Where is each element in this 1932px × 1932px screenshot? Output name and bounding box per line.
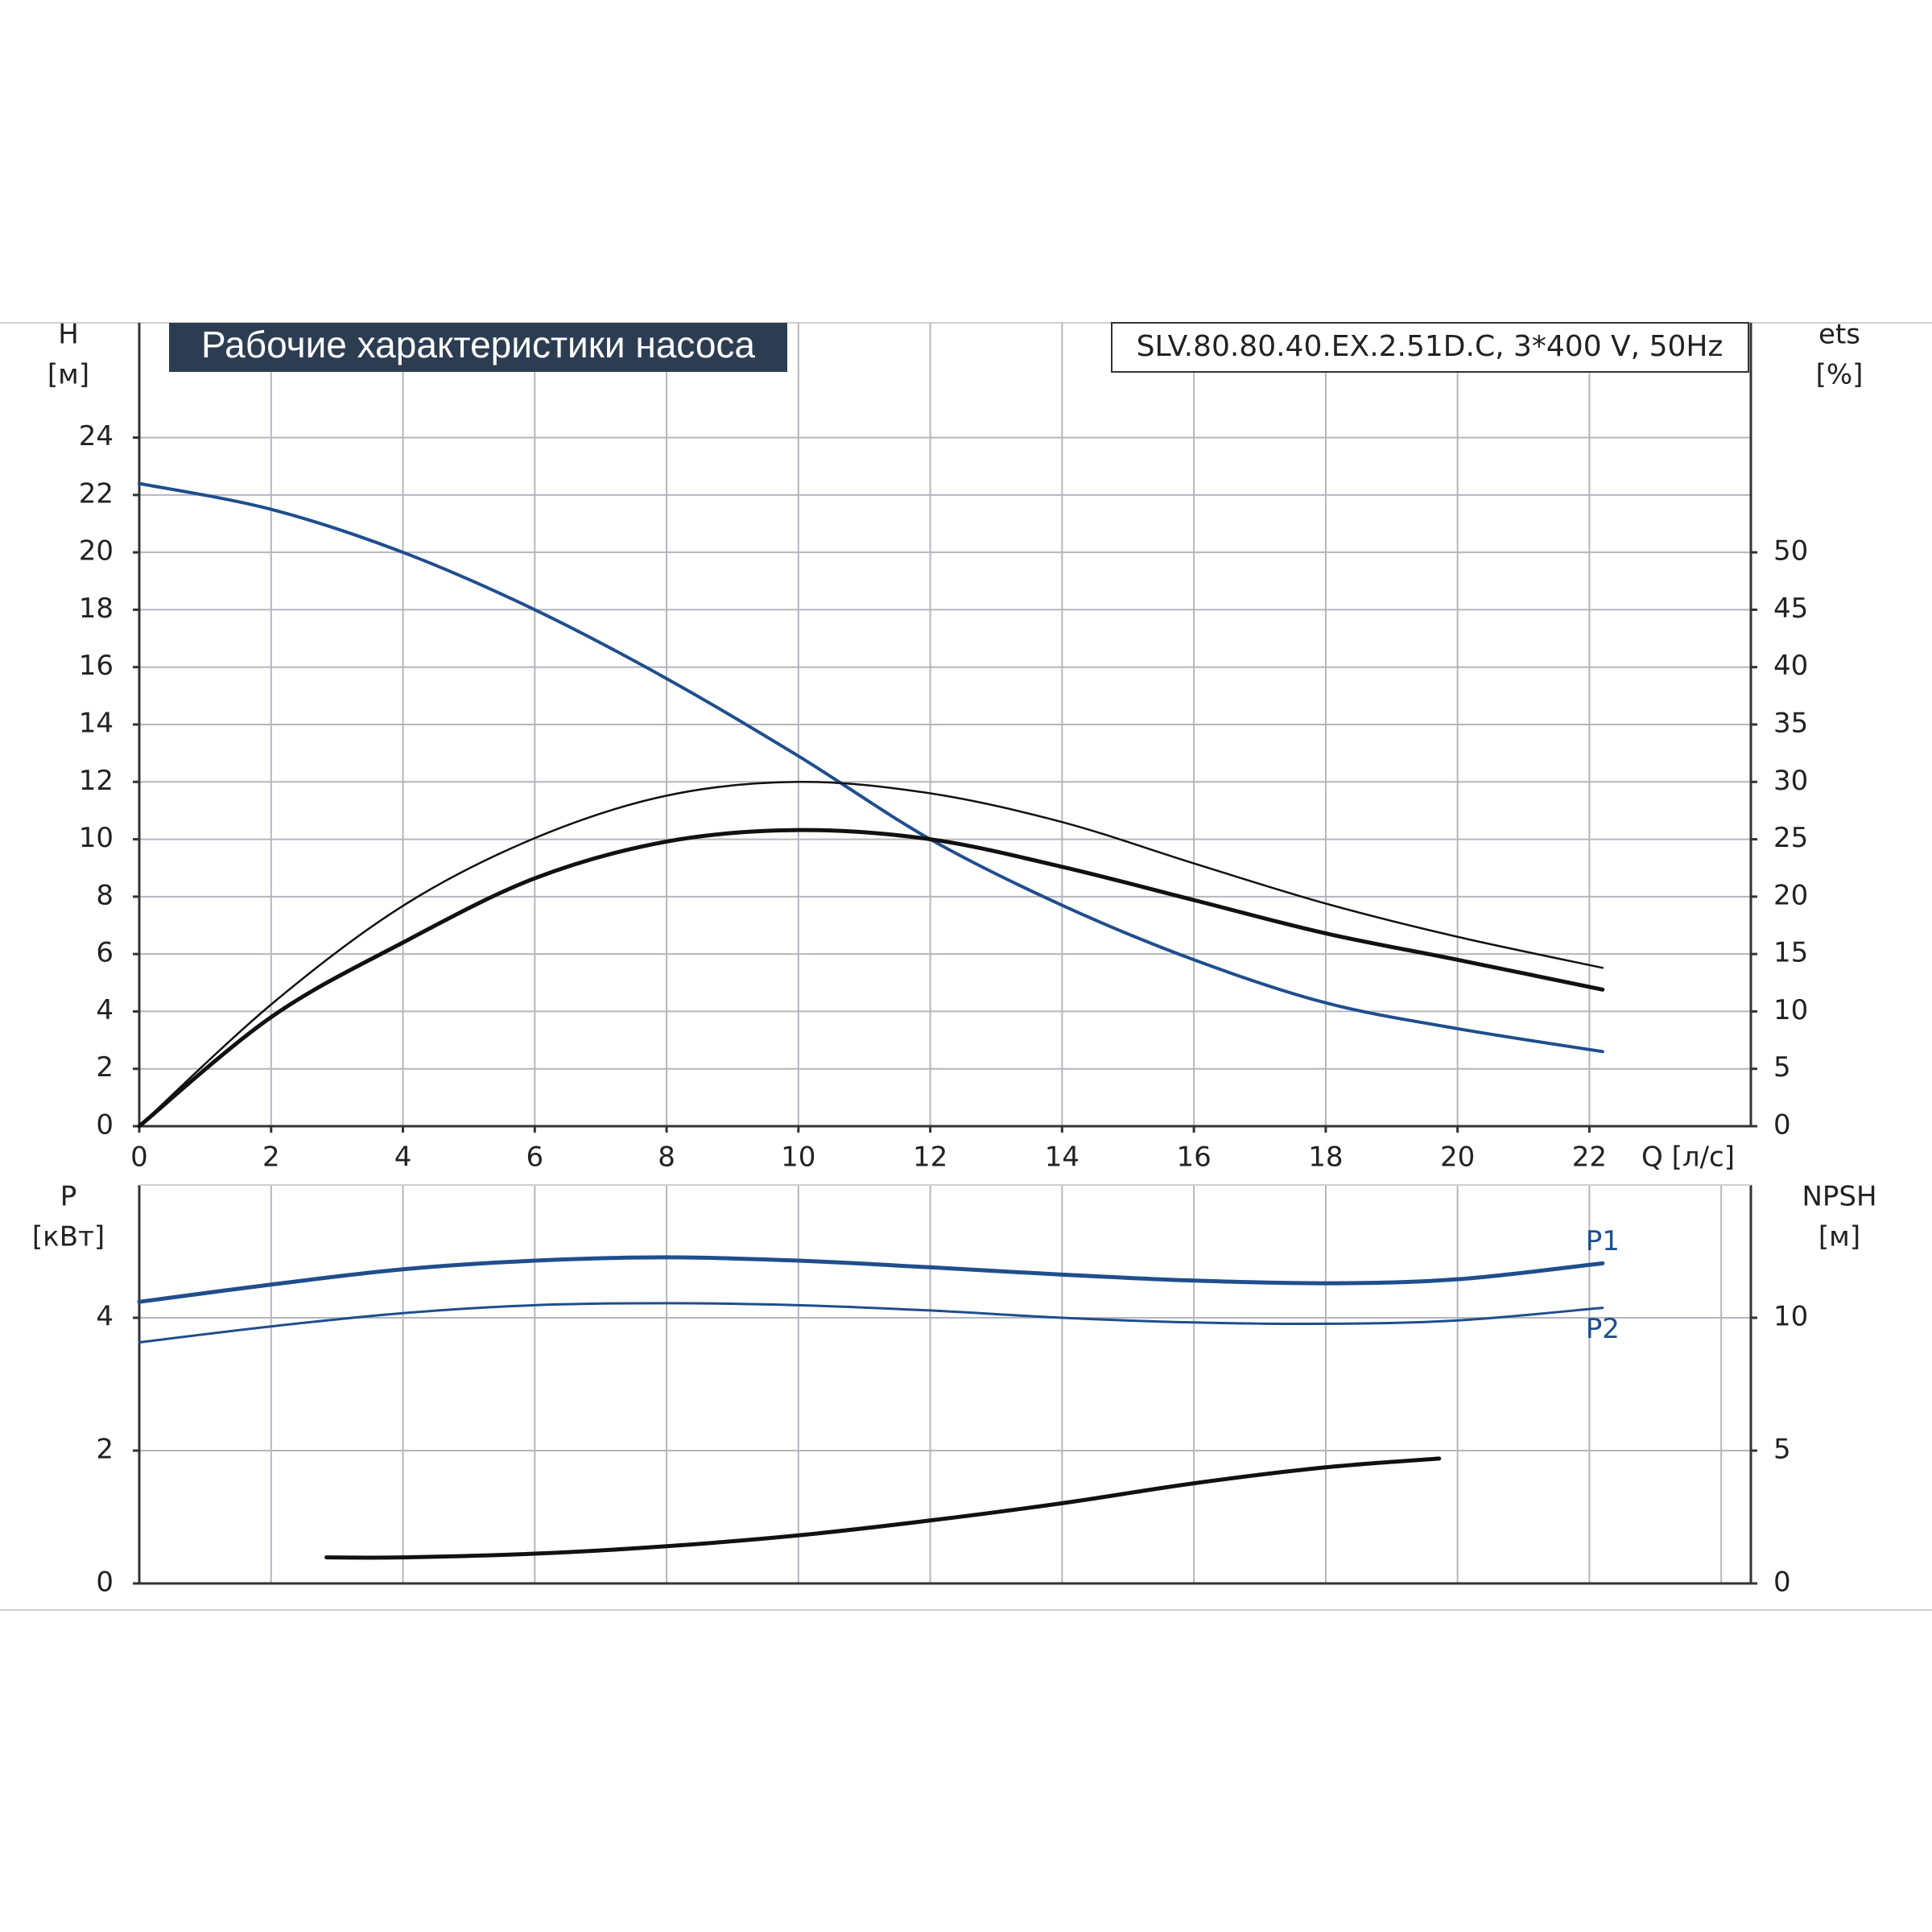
y-tick-label: 16 bbox=[79, 650, 114, 682]
y2-tick-label: 0 bbox=[1773, 1109, 1791, 1141]
y2-tick-label: 50 bbox=[1773, 535, 1808, 568]
y-tick-label: 2 bbox=[96, 1434, 114, 1466]
x-tick-label: 4 bbox=[394, 1141, 412, 1174]
x-tick-label: 2 bbox=[262, 1141, 280, 1174]
curve bbox=[324, 1456, 1442, 1560]
x-tick-label: 12 bbox=[913, 1141, 947, 1174]
y2-axis-label: ets bbox=[1818, 319, 1860, 351]
y2-tick-label: 5 bbox=[1773, 1434, 1791, 1466]
y-tick-label: 14 bbox=[79, 708, 114, 740]
y-tick-label: 6 bbox=[96, 937, 114, 969]
y-tick-label: 22 bbox=[79, 477, 114, 510]
y2-tick-label: 10 bbox=[1773, 1301, 1808, 1333]
title-box bbox=[169, 323, 787, 372]
y-tick-label: 24 bbox=[79, 420, 114, 452]
y2-tick-label: 0 bbox=[1773, 1567, 1791, 1599]
curve bbox=[138, 781, 1604, 1128]
curve-label: P2 bbox=[1586, 1313, 1620, 1345]
x-axis-label: Q [л/с] bbox=[1641, 1141, 1735, 1174]
x-tick-label: 6 bbox=[526, 1141, 543, 1174]
y-axis-unit: [м] bbox=[47, 359, 89, 391]
y-tick-label: 0 bbox=[96, 1109, 114, 1141]
y2-tick-label: 15 bbox=[1773, 937, 1808, 969]
x-tick-label: 20 bbox=[1440, 1141, 1475, 1174]
curve bbox=[137, 828, 1605, 1129]
x-tick-label: 14 bbox=[1045, 1141, 1080, 1174]
y-tick-label: 10 bbox=[79, 822, 114, 854]
y-tick-label: 2 bbox=[96, 1051, 114, 1084]
x-tick-label: 0 bbox=[130, 1141, 148, 1174]
y2-tick-label: 20 bbox=[1773, 879, 1808, 911]
y2-tick-label: 45 bbox=[1773, 592, 1808, 625]
x-tick-label: 10 bbox=[781, 1141, 815, 1174]
y2-tick-label: 5 bbox=[1773, 1051, 1791, 1084]
y-tick-label: 20 bbox=[79, 535, 114, 568]
x-tick-label: 16 bbox=[1176, 1141, 1211, 1174]
y2-tick-label: 35 bbox=[1773, 708, 1808, 740]
y2-tick-label: 10 bbox=[1773, 994, 1808, 1026]
curve bbox=[137, 1255, 1605, 1304]
y2-axis-unit: [%] bbox=[1816, 359, 1864, 391]
x-tick-label: 8 bbox=[658, 1141, 675, 1174]
model-box bbox=[1111, 322, 1749, 373]
y2-tick-label: 25 bbox=[1773, 822, 1808, 854]
curve bbox=[138, 1302, 1604, 1344]
y-tick-label: 0 bbox=[96, 1567, 114, 1599]
y-axis-label: H bbox=[58, 319, 79, 351]
x-tick-label: 22 bbox=[1572, 1141, 1607, 1174]
y-tick-label: 18 bbox=[79, 592, 114, 625]
curve-label: P1 bbox=[1586, 1225, 1620, 1257]
y-tick-label: 4 bbox=[96, 994, 114, 1026]
chart-subtitle: SLV.80.80.40.EX.2.51D.C, 3*400 V, 50Hz bbox=[1137, 330, 1724, 363]
y2-tick-label: 30 bbox=[1773, 765, 1808, 797]
y-axis-label: P bbox=[60, 1181, 77, 1213]
y-tick-label: 12 bbox=[79, 765, 114, 797]
y2-axis-unit: [м] bbox=[1818, 1221, 1860, 1253]
chart-title: Рабочие характеристики насоса bbox=[201, 324, 755, 365]
y-tick-label: 8 bbox=[96, 879, 114, 911]
y-axis-unit: [кВт] bbox=[32, 1221, 105, 1253]
y-tick-label: 4 bbox=[96, 1301, 114, 1333]
curve bbox=[138, 481, 1604, 1054]
y2-axis-label: NPSH bbox=[1802, 1181, 1876, 1213]
x-tick-label: 18 bbox=[1308, 1141, 1343, 1174]
y2-tick-label: 40 bbox=[1773, 650, 1808, 682]
